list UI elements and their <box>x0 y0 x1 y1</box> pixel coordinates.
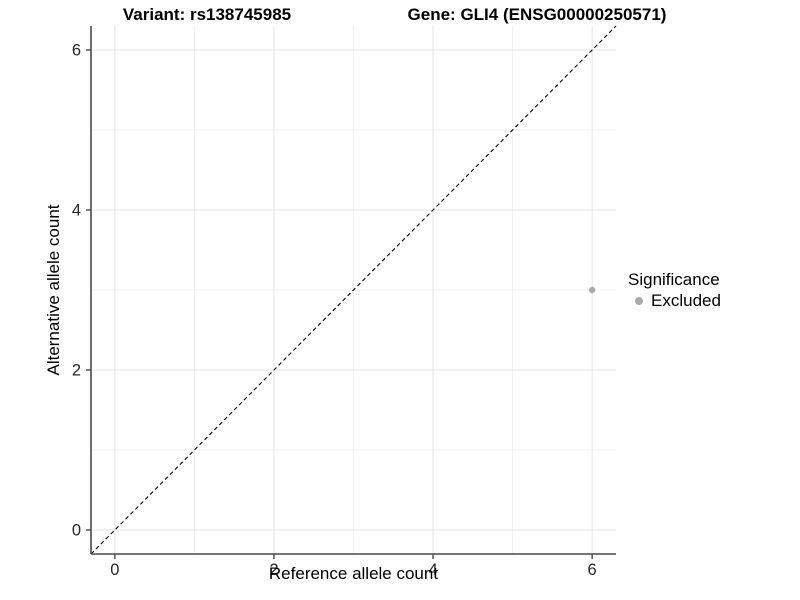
y-axis-title: Alternative allele count <box>44 204 63 376</box>
variant-title: Variant: rs138745985 <box>122 5 292 24</box>
gene-title: Gene: GLI4 (ENSG00000250571) <box>407 5 667 24</box>
legend-item-label: Excluded <box>651 291 721 310</box>
y-tick-label: 0 <box>72 522 81 540</box>
x-tick-label: 4 <box>428 561 437 579</box>
y-tick-label: 4 <box>72 202 81 220</box>
x-tick-label: 0 <box>110 561 119 579</box>
data-point <box>588 286 596 294</box>
legend: Significance Excluded <box>628 270 721 310</box>
x-axis-title: Reference allele count <box>268 564 439 583</box>
legend-item-excluded: Excluded <box>628 291 721 310</box>
legend-title: Significance <box>628 270 720 289</box>
legend-point-icon <box>635 296 643 305</box>
y-tick-label: 6 <box>72 42 81 60</box>
x-tick-label: 2 <box>269 561 278 579</box>
identity-reference-line <box>90 25 617 555</box>
y-tick-label: 2 <box>72 362 81 380</box>
x-tick-label: 6 <box>588 561 597 579</box>
